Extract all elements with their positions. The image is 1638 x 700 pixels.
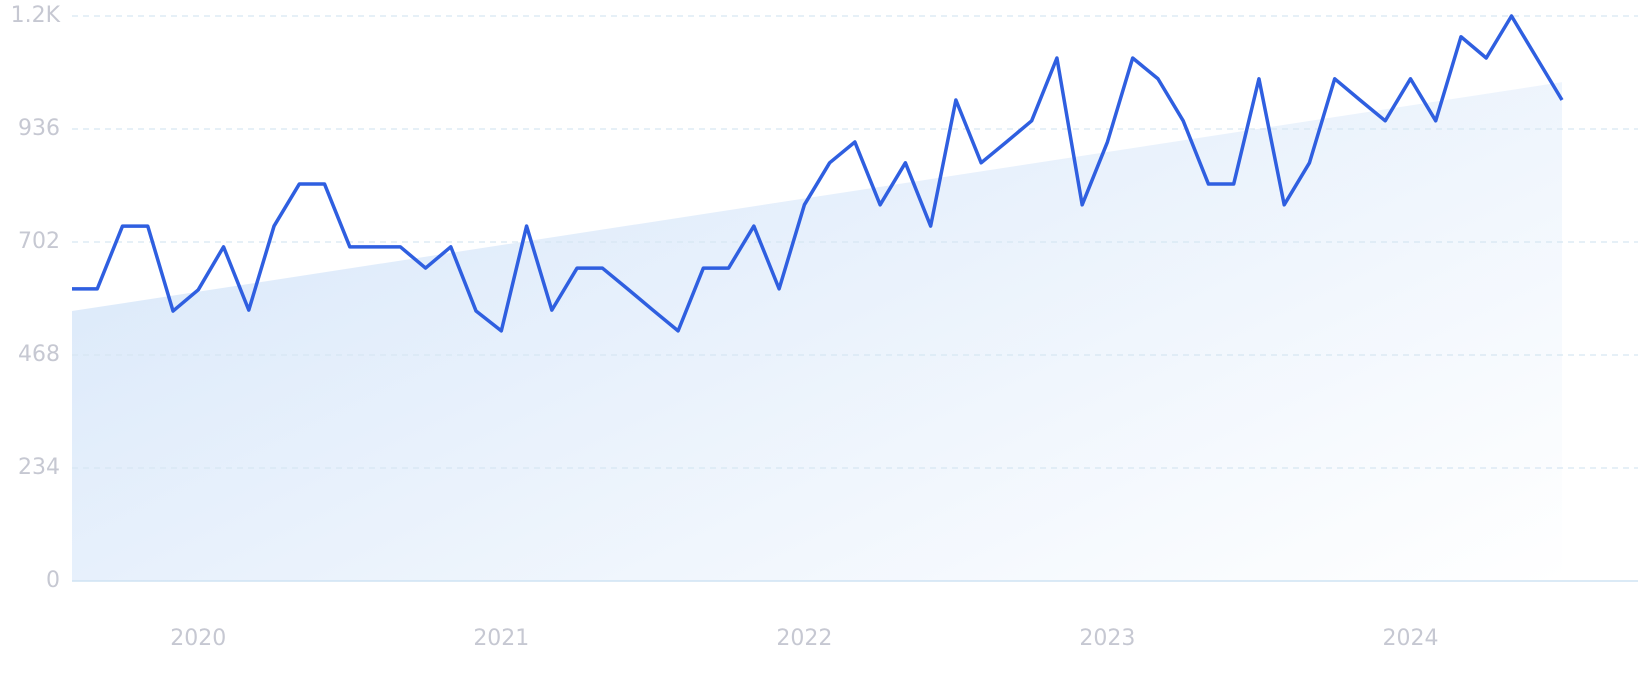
x-tick-label: 2020: [170, 626, 226, 651]
x-tick-label: 2022: [776, 626, 832, 651]
x-tick-label: 2021: [473, 626, 529, 651]
x-tick-label: 2023: [1079, 626, 1135, 651]
y-tick-label: 936: [18, 116, 60, 141]
data-line: [72, 14, 1564, 333]
x-tick-label: 2024: [1382, 626, 1438, 651]
y-tick-label: 468: [18, 342, 60, 367]
y-tick-label: 234: [18, 455, 60, 480]
y-tick-label: 1.2K: [11, 3, 61, 28]
y-tick-label: 0: [46, 568, 60, 593]
trend-area: [72, 82, 1562, 582]
y-tick-label: 702: [18, 229, 60, 254]
